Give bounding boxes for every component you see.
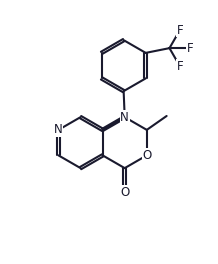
Text: N: N xyxy=(120,111,129,124)
Text: O: O xyxy=(142,149,152,162)
Text: F: F xyxy=(187,42,194,55)
Text: O: O xyxy=(120,186,129,199)
Text: N: N xyxy=(54,123,63,136)
Text: F: F xyxy=(177,60,183,73)
Text: F: F xyxy=(177,23,183,36)
